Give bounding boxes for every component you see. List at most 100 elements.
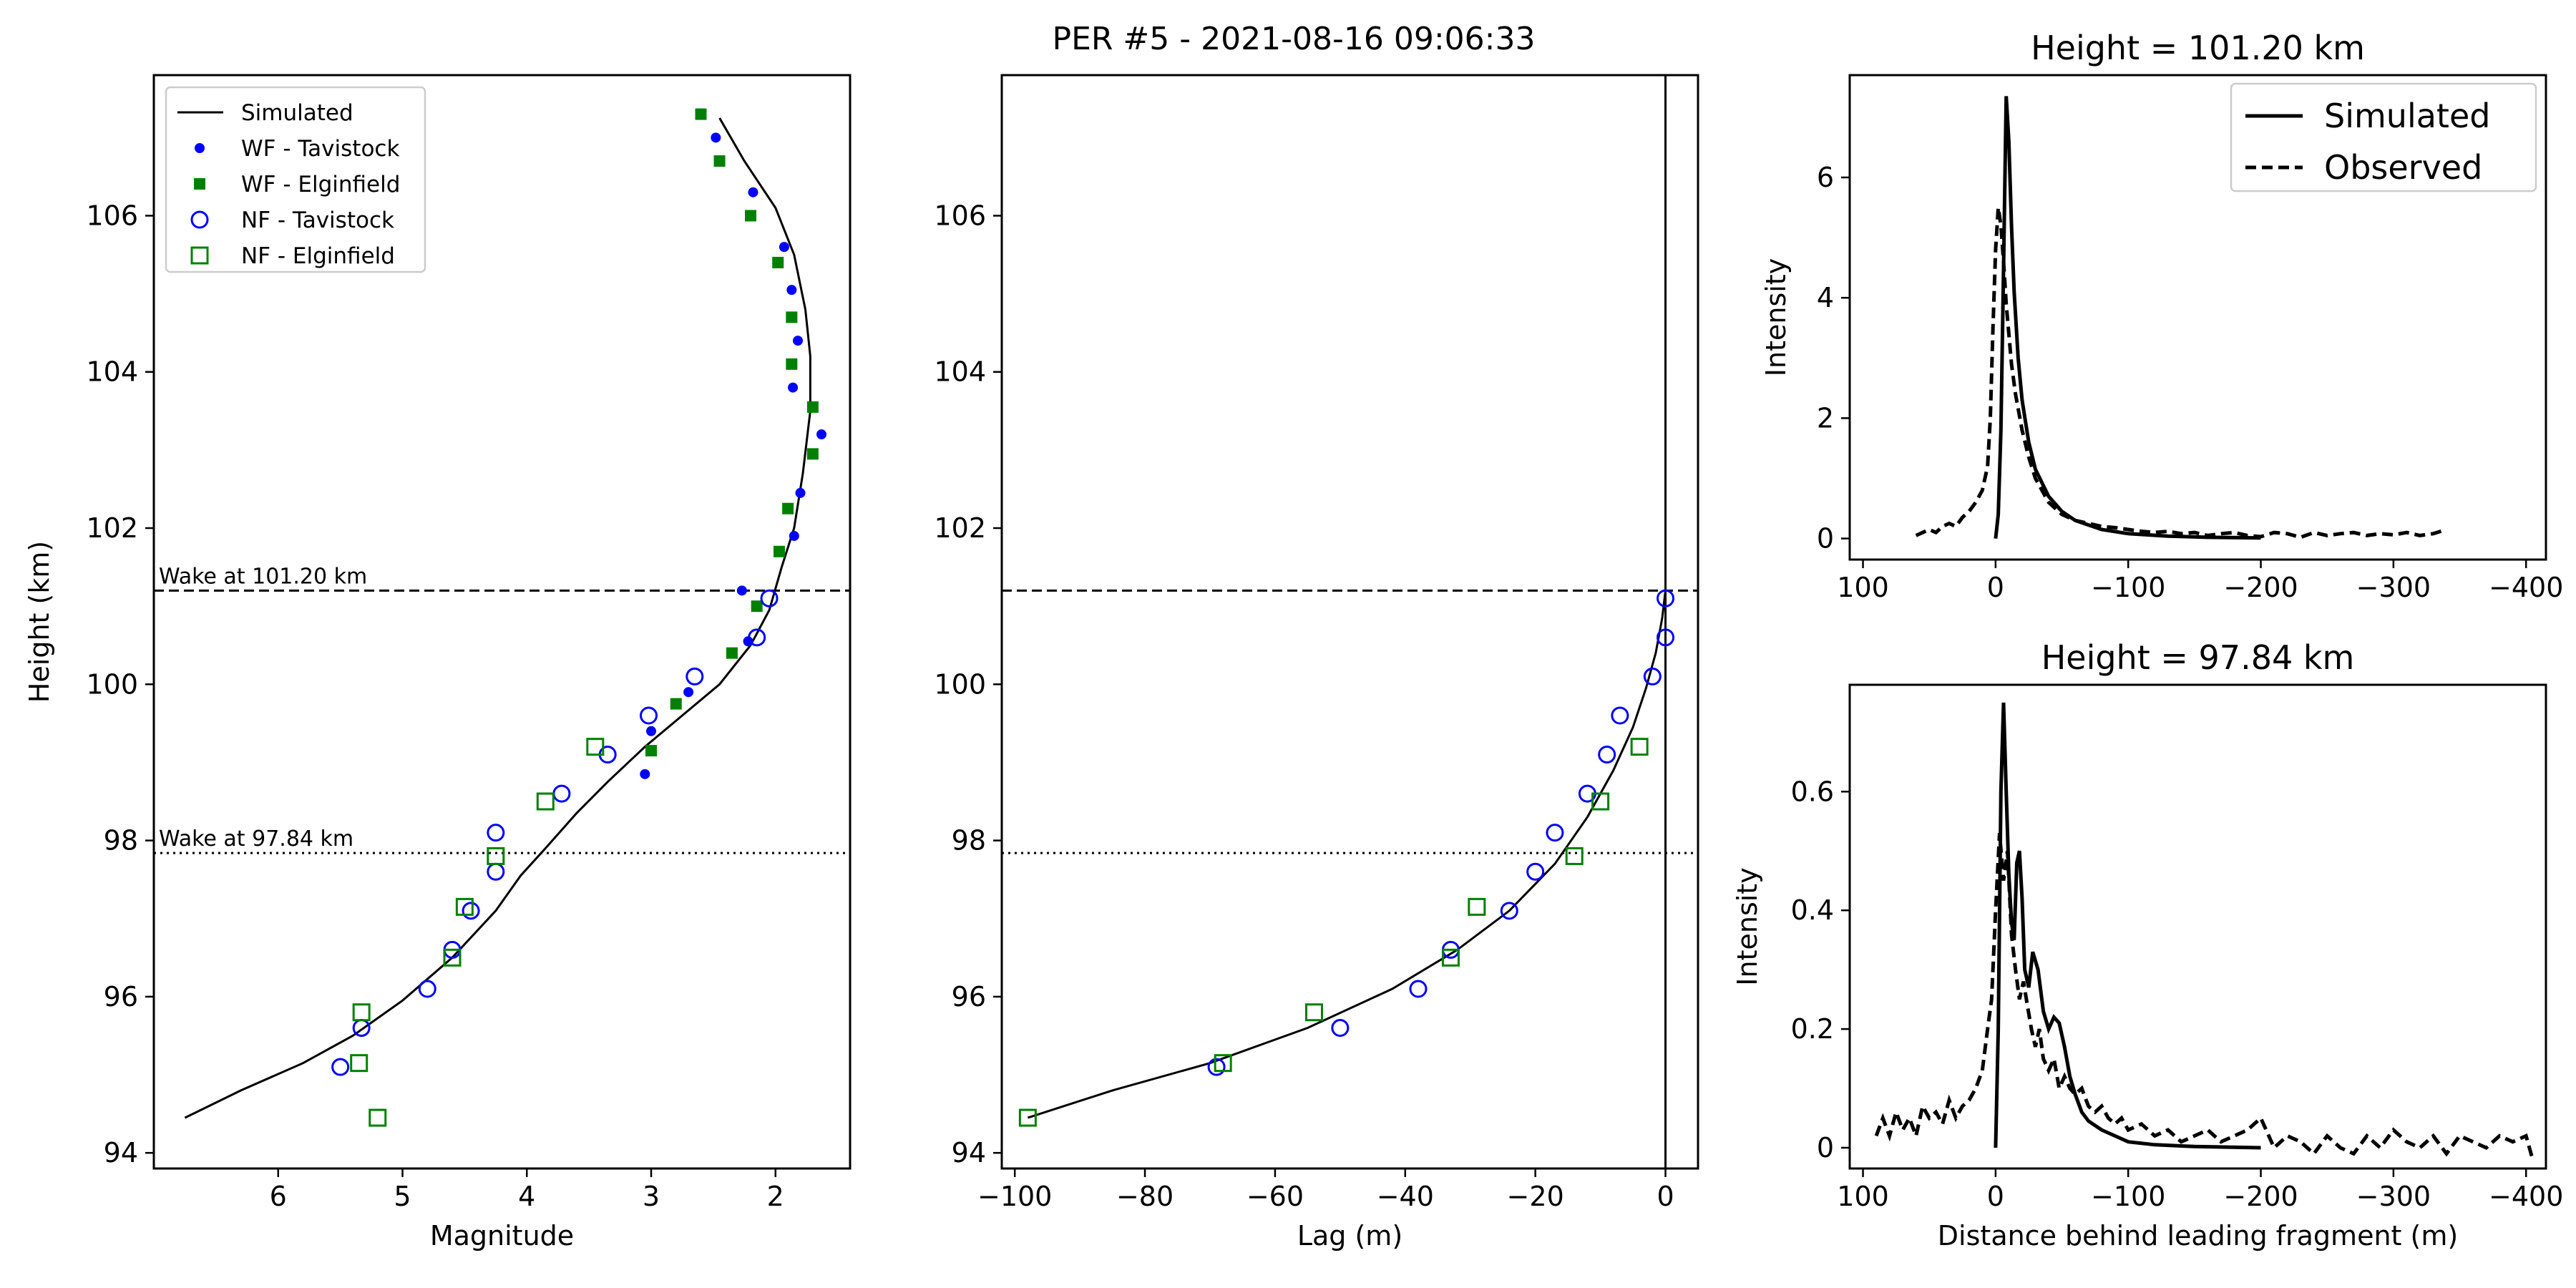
marker-wf-elginfield bbox=[772, 256, 784, 268]
y-tick-label: 0.2 bbox=[1791, 1013, 1834, 1045]
x-tick-label: −60 bbox=[1246, 1181, 1304, 1212]
marker-nf-tavistock bbox=[1598, 746, 1616, 764]
legend-entry-label: Simulated bbox=[2324, 97, 2490, 135]
marker-wf-tavistock bbox=[683, 687, 694, 698]
legend-entry-label: Simulated bbox=[241, 100, 353, 126]
marker-nf-elginfield bbox=[586, 738, 605, 756]
x-tick-label: 3 bbox=[643, 1181, 660, 1212]
marker-nf-tavistock bbox=[1643, 667, 1662, 686]
marker-nf-elginfield bbox=[1565, 847, 1584, 865]
x-axis-label: Lag (m) bbox=[1297, 1220, 1402, 1252]
marker-nf-tavistock bbox=[352, 1019, 371, 1038]
marker-wf-tavistock bbox=[195, 143, 205, 153]
marker-nf-tavistock bbox=[686, 667, 704, 686]
y-tick-label: 100 bbox=[86, 668, 138, 700]
x-tick-label: −80 bbox=[1116, 1181, 1174, 1212]
marker-wf-elginfield bbox=[773, 545, 785, 557]
y-tick-label: 0 bbox=[1817, 523, 1834, 555]
marker-nf-tavistock bbox=[487, 824, 505, 842]
marker-wf-tavistock bbox=[795, 487, 806, 498]
series-observed-line bbox=[1915, 207, 2447, 540]
x-tick-label: 0 bbox=[1657, 1181, 1674, 1212]
marker-wf-tavistock bbox=[748, 187, 758, 197]
marker-wf-elginfield bbox=[726, 647, 738, 659]
series-simulated-line bbox=[184, 117, 811, 1119]
legend-box bbox=[2230, 82, 2537, 192]
x-tick-label: 0 bbox=[1987, 1181, 2004, 1212]
magnitude-height-panel: Wake at 101.20 km Wake at 97.84 km 6 5 4 3 2 94… bbox=[24, 74, 852, 1252]
x-tick-label: −100 bbox=[977, 1181, 1052, 1212]
marker-nf-tavistock bbox=[1207, 1058, 1226, 1076]
y-tick-label: 6 bbox=[1817, 162, 1834, 193]
x-tick-label: −400 bbox=[2489, 1181, 2563, 1212]
marker-nf-tavistock bbox=[487, 862, 505, 881]
marker-nf-elginfield bbox=[536, 792, 555, 811]
x-tick-label: 2 bbox=[767, 1181, 784, 1212]
y-tick-label: 102 bbox=[86, 512, 138, 544]
x-tick-label: −400 bbox=[2489, 572, 2563, 603]
marker-nf-elginfield bbox=[1304, 1003, 1323, 1022]
y-tick-label: 96 bbox=[104, 981, 138, 1013]
marker-nf-elginfield bbox=[487, 847, 505, 865]
legend-entry-label: Observed bbox=[2324, 148, 2482, 187]
y-tick-label: 106 bbox=[934, 200, 986, 231]
marker-wf-elginfield bbox=[786, 358, 798, 370]
marker-wf-elginfield bbox=[695, 108, 707, 120]
legend-entry-label: NF - Tavistock bbox=[241, 208, 394, 233]
y-tick-label: 96 bbox=[952, 981, 986, 1013]
x-axis-label: Magnitude bbox=[430, 1220, 574, 1252]
marker-wf-elginfield bbox=[194, 178, 205, 190]
lag-height-panel: −100 −80 −60 −40 −20 0 94 96 98 100 102 104 106 Lag (… bbox=[934, 74, 1699, 1252]
y-tick-label: 104 bbox=[86, 356, 138, 388]
x-tick-label: −300 bbox=[2356, 1181, 2431, 1212]
y-tick-label: 94 bbox=[952, 1137, 986, 1169]
wake-height-label: Wake at 101.20 km bbox=[159, 564, 367, 589]
panel-title: Height = 97.84 km bbox=[2041, 638, 2355, 677]
marker-wf-elginfield bbox=[645, 745, 657, 757]
x-tick-label: −200 bbox=[2223, 1181, 2298, 1212]
panel-title: Height = 101.20 km bbox=[2031, 29, 2365, 67]
x-tick-label: 6 bbox=[270, 1181, 287, 1212]
y-tick-label: 2 bbox=[1817, 402, 1834, 434]
x-tick-label: −100 bbox=[2091, 1181, 2165, 1212]
legend: Simulated WF - Tavistock WF - Elginfield NF… bbox=[165, 86, 426, 273]
marker-nf-tavistock bbox=[1526, 862, 1545, 881]
axes-frame bbox=[1000, 74, 1699, 1170]
axes-frame bbox=[152, 74, 852, 1170]
marker-wf-tavistock bbox=[789, 530, 799, 541]
marker-wf-elginfield bbox=[745, 210, 756, 222]
marker-wf-tavistock bbox=[788, 382, 799, 393]
x-tick-label: 4 bbox=[518, 1181, 535, 1212]
marker-nf-elginfield bbox=[1591, 792, 1610, 811]
x-tick-label: −200 bbox=[2223, 572, 2298, 603]
x-axis-label: Distance behind leading fragment (m) bbox=[1938, 1220, 2458, 1252]
y-axis-label: Intensity bbox=[1760, 258, 1792, 376]
marker-wf-tavistock bbox=[779, 242, 789, 253]
y-tick-label: 100 bbox=[934, 668, 986, 700]
legend-entry-label: WF - Tavistock bbox=[241, 136, 399, 162]
x-tick-label: 100 bbox=[1837, 1181, 1889, 1212]
x-tick-label: 100 bbox=[1837, 572, 1889, 603]
marker-wf-elginfield bbox=[782, 502, 794, 514]
plot-area bbox=[1874, 702, 2534, 1161]
marker-nf-elginfield bbox=[1441, 948, 1460, 967]
marker-nf-tavistock bbox=[552, 784, 571, 803]
marker-nf-elginfield bbox=[1214, 1054, 1232, 1073]
x-tick-label: −100 bbox=[2091, 572, 2165, 603]
wake-height-label: Wake at 97.84 km bbox=[159, 826, 353, 852]
marker-nf-elginfield bbox=[350, 1054, 369, 1073]
y-tick-label: 0.4 bbox=[1791, 894, 1834, 926]
x-tick-label: −20 bbox=[1507, 1181, 1564, 1212]
y-tick-label: 98 bbox=[104, 825, 138, 857]
marker-nf-tavistock bbox=[1546, 824, 1564, 842]
marker-wf-tavistock bbox=[711, 132, 721, 143]
marker-nf-tavistock bbox=[760, 589, 779, 608]
marker-nf-tavistock bbox=[418, 980, 436, 998]
marker-nf-tavistock bbox=[331, 1058, 350, 1076]
y-tick-label: 94 bbox=[104, 1137, 138, 1169]
plot-area bbox=[1002, 75, 1698, 1169]
legend-entry-label: NF - Elginfield bbox=[241, 243, 395, 269]
y-tick-label: 0.6 bbox=[1791, 776, 1834, 807]
figure-suptitle: PER #5 - 2021-08-16 09:06:33 bbox=[1053, 21, 1536, 57]
series-observed-line bbox=[1874, 833, 2534, 1161]
